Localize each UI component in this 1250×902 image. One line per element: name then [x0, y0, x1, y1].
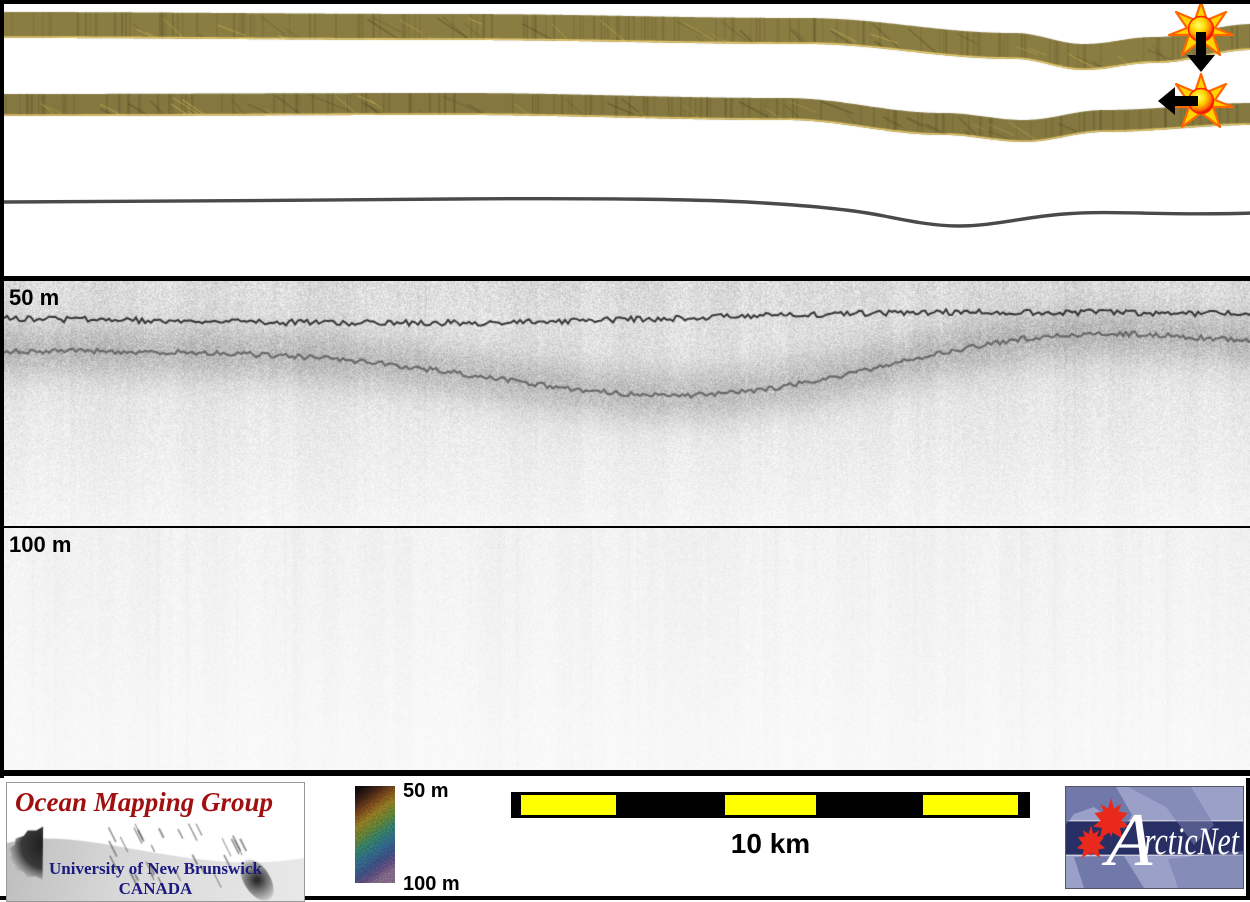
svg-text:rcticNet: rcticNet [1144, 820, 1240, 863]
